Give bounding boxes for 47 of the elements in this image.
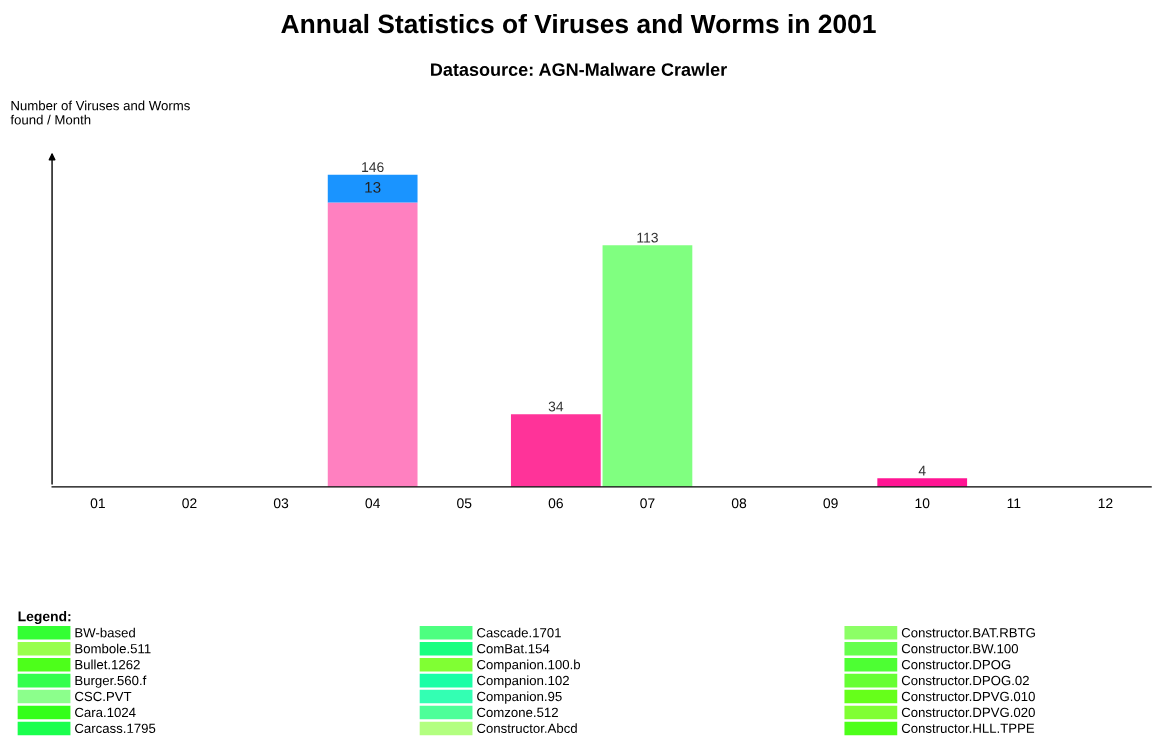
- legend-label: BW-based: [75, 627, 135, 638]
- chart-title: Annual Statistics of Viruses and Worms in 2001: [281, 13, 876, 34]
- legend-label: Cascade.1701: [477, 627, 561, 638]
- legend-label: Companion.95: [477, 691, 562, 704]
- legend-title: Legend:: [18, 611, 71, 625]
- legend-label: Comzone.512: [477, 707, 558, 718]
- total-label: 146: [362, 162, 384, 173]
- chart-subtitle: Datasource: AGN-Malware Crawler: [431, 62, 727, 76]
- x-tick-label: 11: [1007, 498, 1021, 509]
- total-label: 34: [548, 401, 564, 412]
- legend-label: Companion.102: [477, 675, 569, 688]
- legend-label: Constructor.DPVG.020: [901, 707, 1035, 718]
- legend-label: Bullet.1262: [75, 659, 140, 670]
- legend-label: Cara.1024: [75, 707, 136, 718]
- legend-label: ComBat.154: [477, 644, 550, 654]
- bar: [327, 174, 418, 203]
- x-tick-label: 12: [1098, 498, 1113, 509]
- legend-label: Constructor.HLL.TPPE: [901, 723, 1035, 733]
- x-tick-label: 09: [823, 498, 838, 509]
- bar: [327, 202, 418, 487]
- total-label: 4: [918, 465, 926, 476]
- legend-label: Companion.100.b: [477, 659, 581, 672]
- bar: [877, 478, 968, 487]
- y-axis-title: Number of Viruses and Worms found / Month: [10, 100, 190, 125]
- legend-label: Constructor.DPVG.010: [901, 691, 1035, 702]
- legend-label: Constructor.BAT.RBTG: [901, 628, 1035, 638]
- total-label: 113: [637, 232, 658, 243]
- legend-label: Constructor.DPOG.02: [901, 675, 1029, 686]
- x-tick-label: 02: [182, 498, 197, 509]
- legend-label: CSC.PVT: [75, 691, 132, 702]
- x-tick-label: 01: [90, 498, 105, 509]
- legend-label: Constructor.BW.100: [901, 644, 1019, 654]
- data-label: 13: [365, 181, 381, 193]
- legend-label: Burger.560.f: [75, 675, 147, 688]
- x-tick-label: 10: [915, 498, 930, 509]
- legend-label: Constructor.Abcd: [477, 723, 577, 733]
- legend-label: Constructor.DPOG: [901, 659, 1011, 670]
- x-tick-label: 05: [457, 498, 472, 509]
- legend-label: Carcass.1795: [75, 723, 156, 733]
- bar: [602, 245, 693, 487]
- legend-label: Bombole.511: [75, 643, 151, 654]
- bar: [510, 414, 601, 487]
- x-tick-label: 06: [548, 498, 563, 509]
- x-tick-label: 08: [731, 498, 747, 509]
- x-tick-label: 04: [365, 498, 380, 509]
- x-tick-label: 03: [273, 498, 289, 509]
- x-tick-label: 07: [640, 498, 655, 509]
